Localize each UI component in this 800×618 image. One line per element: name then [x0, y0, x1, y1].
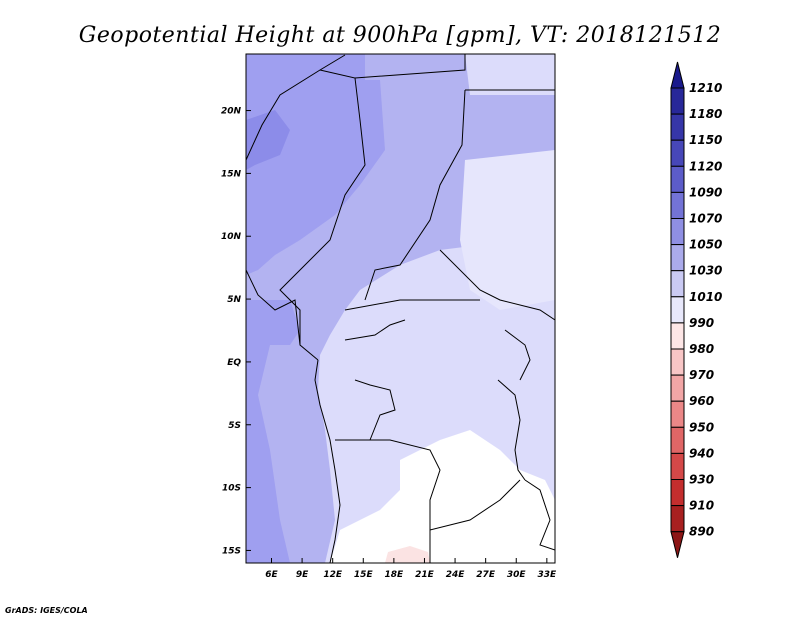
colorbar-label: 980 [689, 342, 714, 356]
x-tick-label: 9E [296, 570, 309, 580]
credit-text: GrADS: IGES/COLA [5, 606, 88, 615]
colorbar-segment [670, 348, 685, 376]
y-tick-label: 10N [221, 232, 242, 242]
colorbar-label: 890 [689, 525, 714, 539]
x-tick-label: 12E [323, 570, 343, 580]
colorbar-label: 1030 [689, 264, 722, 278]
x-tick-label: 6E [265, 570, 278, 580]
colorbar-segment [670, 165, 685, 193]
colorbar-segment [670, 322, 685, 350]
coastlines-borders [246, 54, 555, 563]
chart-title: Geopotential Height at 900hPa [gpm], VT:… [79, 23, 721, 48]
field-peak-1070 [246, 110, 290, 170]
y-tick-label: EQ [227, 358, 241, 368]
colorbar-segment [670, 374, 685, 402]
colorbar: 1210 1180 1150 1120 1090 1070 1050 1030 1010 990 9… [670, 61, 722, 558]
colorbar-label: 940 [689, 446, 714, 460]
colorbar-label: 930 [689, 473, 714, 487]
colorbar-label: 960 [689, 394, 714, 408]
colorbar-segment [670, 87, 685, 115]
colorbar-label: 950 [689, 420, 714, 434]
field-low-990 [385, 546, 430, 563]
x-tick-label: 33E [537, 570, 557, 580]
colorbar-segment [670, 270, 685, 298]
colorbar-label: 1180 [689, 107, 722, 121]
colorbar-segment [670, 400, 685, 428]
colorbar-top-arrow [670, 61, 685, 89]
colorbar-segment [670, 113, 685, 141]
colorbar-segment [670, 218, 685, 246]
colorbar-label: 970 [689, 368, 714, 382]
colorbar-bottom-arrow [670, 531, 685, 558]
field-patch-1010-east [460, 150, 555, 310]
y-tick-label: 20N [221, 107, 242, 117]
colorbar-segment [670, 139, 685, 167]
map-frame [245, 53, 556, 564]
colorbar-label: 1120 [689, 159, 722, 173]
colorbar-segment [670, 296, 685, 324]
map-plot-area [246, 54, 555, 563]
colorbar-label: 1010 [689, 290, 722, 304]
x-tick-label: 30E [507, 570, 527, 580]
x-tick-label: 24E [446, 570, 466, 580]
colorbar-segment [670, 505, 685, 533]
colorbar-segment [670, 426, 685, 454]
field-band-1050-1070 [246, 54, 385, 275]
x-axis: 6E 9E 12E 15E 18E 21E 24E 27E 30E 33E [265, 558, 557, 580]
y-tick-label: 5S [228, 421, 241, 431]
colorbar-label: 1090 [689, 185, 722, 199]
x-tick-label: 27E [476, 570, 496, 580]
field-band-1050-1070-b [246, 300, 300, 563]
y-tick-label: 15N [221, 169, 242, 179]
colorbar-label: 1210 [689, 81, 722, 95]
y-tick-label: 15S [222, 546, 241, 556]
x-tick-label: 15E [354, 570, 374, 580]
colorbar-label: 1050 [689, 238, 722, 252]
y-tick-label: 10S [222, 484, 241, 494]
x-tick-label: 18E [385, 570, 405, 580]
colorbar-label: 990 [689, 316, 714, 330]
x-tick-label: 21E [415, 570, 435, 580]
colorbar-label: 910 [689, 499, 714, 513]
colorbar-label: 1070 [689, 212, 722, 226]
colorbar-segment [670, 191, 685, 219]
colorbar-segment [670, 452, 685, 480]
colorbar-segment [670, 479, 685, 507]
y-tick-label: 5N [227, 295, 241, 305]
colorbar-label: 1150 [689, 133, 722, 147]
y-axis: 20N 15N 10N 5N EQ 5S 10S 15S [221, 107, 251, 556]
colorbar-segment [670, 244, 685, 272]
field-low-990-1010 [330, 430, 555, 563]
